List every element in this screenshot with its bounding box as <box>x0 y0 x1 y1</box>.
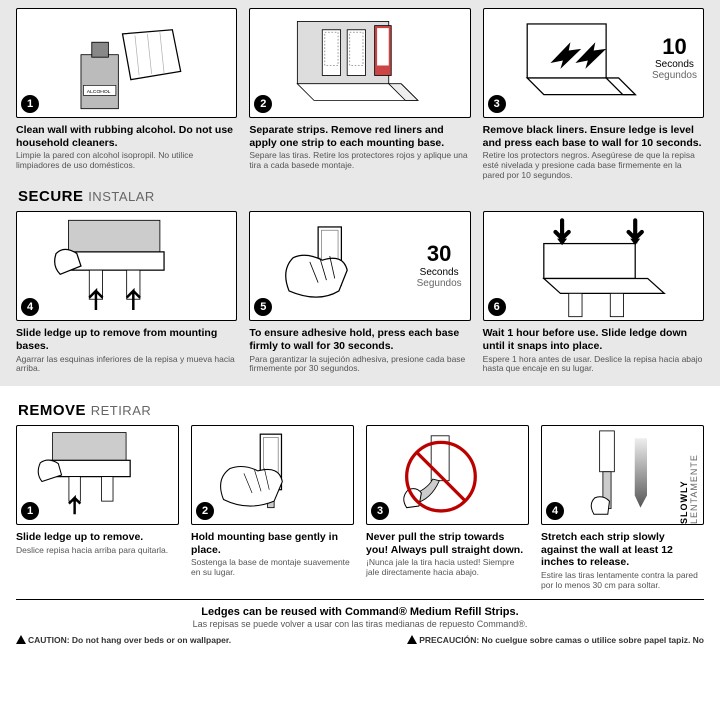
step-badge: 1 <box>21 95 39 113</box>
warning-icon <box>407 635 417 644</box>
illus-5: 30 Seconds Segundos 5 <box>249 211 470 321</box>
caption-en: Slide ledge up to remove from mounting b… <box>16 327 237 352</box>
footer-main: Ledges can be reused with Command® Mediu… <box>16 606 704 618</box>
caption-es: Estire las tiras lentamente contra la pa… <box>541 571 704 591</box>
secure-row: 4 Slide ledge up to remove from mounting… <box>16 211 704 374</box>
illus-4: 4 <box>16 211 237 321</box>
footer: Ledges can be reused with Command® Mediu… <box>16 599 704 629</box>
step-1: ALCOHOL 1 Clean wall with rubbing alcoho… <box>16 8 237 180</box>
remove-step-2: 2 Hold mounting base gently in place. So… <box>191 425 354 590</box>
caution-es: PRECAUCIÓN: No cuelgue sobre camas o uti… <box>407 635 704 645</box>
illus-r2: 2 <box>191 425 354 525</box>
step-2: 2 Separate strips. Remove red liners and… <box>249 8 470 180</box>
step-badge: 3 <box>488 95 506 113</box>
caption-en: Stretch each strip slowly against the wa… <box>541 531 704 569</box>
step-3: 10 Seconds Segundos 3 Remove black liner… <box>483 8 704 180</box>
caption-es: Agarrar las esquinas inferiores de la re… <box>16 355 237 375</box>
illus-r3: 3 <box>366 425 529 525</box>
remove-row: 1 Slide ledge up to remove. Deslice repi… <box>16 425 704 590</box>
illus-6: 6 <box>483 211 704 321</box>
caution-row: CAUTION: Do not hang over beds or on wal… <box>16 635 704 645</box>
caption-en: Never pull the strip towards you! Always… <box>366 531 529 556</box>
caption-en: Slide ledge up to remove. <box>16 531 179 544</box>
caption-en: Wait 1 hour before use. Slide ledge down… <box>483 327 704 352</box>
time-label-30s: 30 Seconds Segundos <box>417 242 462 288</box>
caption-en: Separate strips. Remove red liners and a… <box>249 124 470 149</box>
remove-step-3: 3 Never pull the strip towards you! Alwa… <box>366 425 529 590</box>
caption-es: Limpie la pared con alcohol isopropil. N… <box>16 151 237 171</box>
caption-en: Clean wall with rubbing alcohol. Do not … <box>16 124 237 149</box>
illus-r1: 1 <box>16 425 179 525</box>
remove-title: REMOVE RETIRAR <box>18 402 704 419</box>
step-5: 30 Seconds Segundos 5 To ensure adhesive… <box>249 211 470 374</box>
caption-en: Remove black liners. Ensure ledge is lev… <box>483 124 704 149</box>
remove-step-1: 1 Slide ledge up to remove. Deslice repi… <box>16 425 179 590</box>
step-6: 6 Wait 1 hour before use. Slide ledge do… <box>483 211 704 374</box>
install-row: ALCOHOL 1 Clean wall with rubbing alcoho… <box>16 8 704 180</box>
caption-es: ¡Nunca jale la tira hacia usted! Siempre… <box>366 558 529 578</box>
caption-en: To ensure adhesive hold, press each base… <box>249 327 470 352</box>
caption-es: Deslice repisa hacia arriba para quitarl… <box>16 546 179 556</box>
svg-text:ALCOHOL: ALCOHOL <box>87 89 111 95</box>
caption-es: Espere 1 hora antes de usar. Deslice la … <box>483 355 704 375</box>
warning-icon <box>16 635 26 644</box>
illus-3: 10 Seconds Segundos 3 <box>483 8 704 118</box>
time-label-10s: 10 Seconds Segundos <box>652 35 697 81</box>
caption-es: Retire los protectors negros. Asegúrese … <box>483 151 704 180</box>
secure-title: SECURE INSTALAR <box>18 188 704 205</box>
remove-section: REMOVE RETIRAR 1 Slide ledge up to remov… <box>0 386 720 594</box>
slowly-label: SLOWLY LENTAMENTE <box>679 438 699 524</box>
illus-1: ALCOHOL 1 <box>16 8 237 118</box>
remove-step-4: SLOWLY LENTAMENTE 4 Stretch each strip s… <box>541 425 704 590</box>
caption-es: Separe las tiras. Retire los protectores… <box>249 151 470 171</box>
footer-sub: Las repisas se puede volver a usar con l… <box>16 619 704 629</box>
illus-2: 2 <box>249 8 470 118</box>
caption-en: Hold mounting base gently in place. <box>191 531 354 556</box>
caption-es: Para garantizar la sujeción adhesiva, pr… <box>249 355 470 375</box>
install-section: ALCOHOL 1 Clean wall with rubbing alcoho… <box>0 0 720 386</box>
caution-en: CAUTION: Do not hang over beds or on wal… <box>16 635 231 645</box>
caption-es: Sostenga la base de montaje suavemente e… <box>191 558 354 578</box>
step-4: 4 Slide ledge up to remove from mounting… <box>16 211 237 374</box>
illus-r4: SLOWLY LENTAMENTE 4 <box>541 425 704 525</box>
